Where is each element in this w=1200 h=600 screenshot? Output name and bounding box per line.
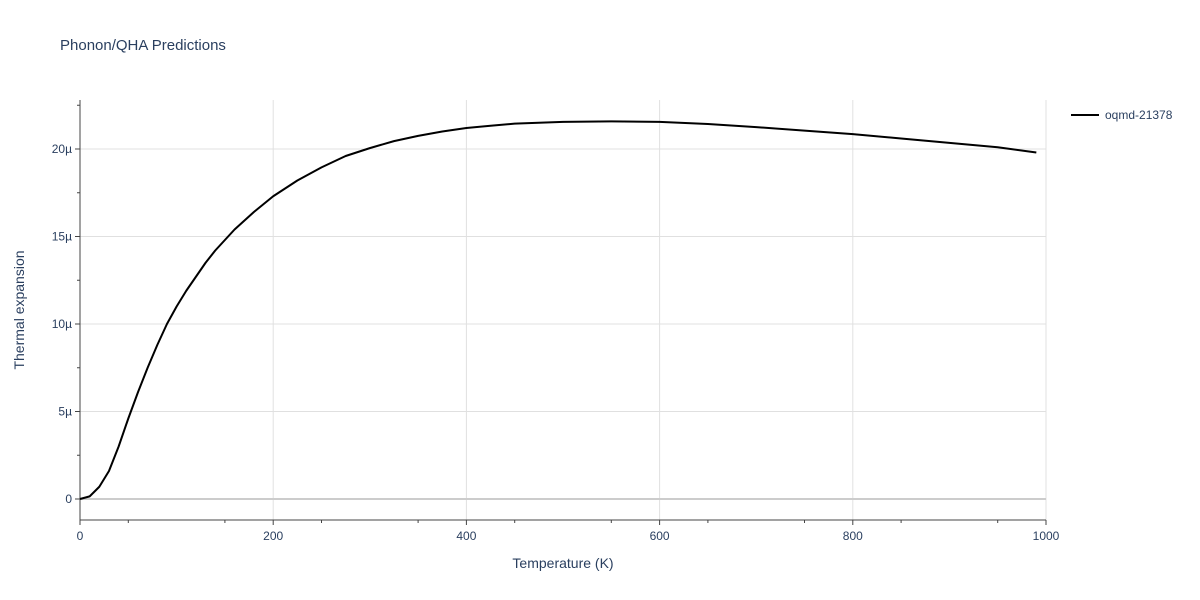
x-tick-label: 400 (456, 529, 476, 543)
y-tick-label: 20µ (52, 142, 72, 156)
x-gridlines (272, 100, 1047, 520)
series-layer (79, 120, 1037, 500)
y-tick-label: 15µ (52, 230, 72, 244)
legend[interactable]: oqmd-21378 (1071, 108, 1173, 122)
y-tick-label: 0 (65, 492, 72, 506)
y-tick-label: 5µ (58, 405, 72, 419)
y-axis-title: Thermal expansion (11, 250, 27, 369)
legend-label-oqmd-21378: oqmd-21378 (1105, 108, 1173, 122)
x-axis-ticks: 0 200 400 600 800 1000 (77, 520, 1060, 543)
x-tick-label: 0 (77, 529, 84, 543)
x-tick-label: 800 (843, 529, 863, 543)
x-tick-label: 1000 (1033, 529, 1060, 543)
series-line-oqmd-21378[interactable] (79, 120, 1037, 500)
x-tick-label: 200 (263, 529, 283, 543)
y-axis-ticks: 0 5µ 10µ 15µ 20µ (52, 104, 80, 506)
chart-title: Phonon/QHA Predictions (60, 37, 226, 54)
y-gridlines (80, 148, 1046, 412)
x-axis-title: Temperature (K) (512, 555, 613, 571)
y-tick-label: 10µ (52, 317, 72, 331)
x-tick-label: 600 (650, 529, 670, 543)
